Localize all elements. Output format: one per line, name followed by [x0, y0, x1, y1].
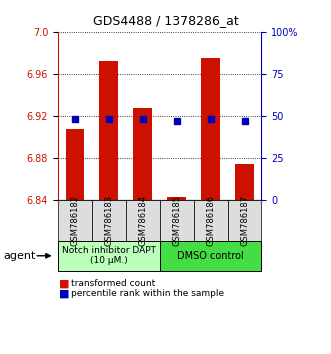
Bar: [133, 108, 152, 200]
Bar: [66, 129, 84, 200]
Text: Notch inhibitor DAPT
(10 μM.): Notch inhibitor DAPT (10 μM.): [62, 246, 156, 266]
Text: ■: ■: [59, 278, 70, 288]
Text: GDS4488 / 1378286_at: GDS4488 / 1378286_at: [93, 14, 238, 27]
Text: GSM786182: GSM786182: [71, 195, 79, 246]
Bar: [167, 197, 186, 200]
Text: percentile rank within the sample: percentile rank within the sample: [71, 289, 224, 298]
Text: transformed count: transformed count: [71, 279, 156, 288]
Text: GSM786186: GSM786186: [206, 195, 215, 246]
Text: GSM786184: GSM786184: [138, 195, 147, 246]
Text: GSM786185: GSM786185: [172, 195, 181, 246]
Text: ■: ■: [59, 289, 70, 299]
Bar: [201, 58, 220, 200]
Text: GSM786183: GSM786183: [104, 195, 113, 246]
Text: agent: agent: [3, 251, 36, 261]
Text: GSM786187: GSM786187: [240, 195, 249, 246]
Bar: [100, 61, 118, 200]
Bar: [235, 164, 254, 200]
Text: DMSO control: DMSO control: [177, 251, 244, 261]
